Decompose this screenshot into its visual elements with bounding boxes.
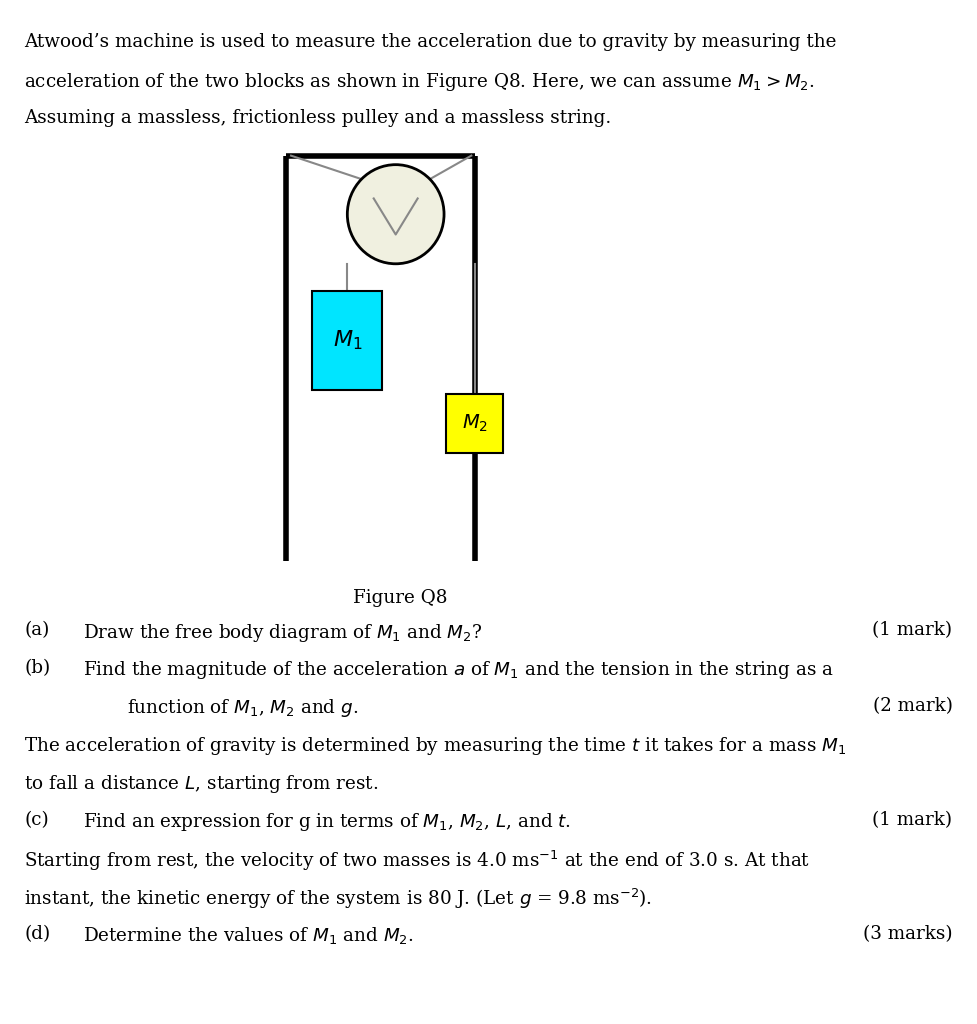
- Text: Assuming a massless, frictionless pulley and a massless string.: Assuming a massless, frictionless pulley…: [24, 109, 612, 127]
- Text: Find an expression for g in terms of $M_1$, $M_2$, $L$, and $t$.: Find an expression for g in terms of $M_…: [83, 811, 571, 833]
- Text: $M_1$: $M_1$: [332, 329, 362, 352]
- Text: (c): (c): [24, 811, 49, 829]
- Text: (a): (a): [24, 622, 50, 640]
- Text: Figure Q8: Figure Q8: [354, 589, 447, 607]
- Text: instant, the kinetic energy of the system is 80 J. (Let $g$ = 9.8 ms$^{-2}$).: instant, the kinetic energy of the syste…: [24, 887, 653, 911]
- Text: (3 marks): (3 marks): [863, 925, 953, 943]
- Text: (1 mark): (1 mark): [872, 622, 953, 640]
- Text: The acceleration of gravity is determined by measuring the time $t$ it takes for: The acceleration of gravity is determine…: [24, 735, 846, 757]
- Text: Starting from rest, the velocity of two masses is 4.0 ms$^{-1}$ at the end of 3.: Starting from rest, the velocity of two …: [24, 849, 811, 873]
- Text: (2 mark): (2 mark): [872, 697, 953, 716]
- Text: Draw the free body diagram of $M_1$ and $M_2$?: Draw the free body diagram of $M_1$ and …: [83, 622, 483, 643]
- Text: Atwood’s machine is used to measure the acceleration due to gravity by measuring: Atwood’s machine is used to measure the …: [24, 33, 837, 51]
- Text: Determine the values of $M_1$ and $M_2$.: Determine the values of $M_1$ and $M_2$.: [83, 925, 414, 946]
- Text: (b): (b): [24, 659, 51, 678]
- Text: to fall a distance $L$, starting from rest.: to fall a distance $L$, starting from re…: [24, 773, 379, 795]
- Text: (1 mark): (1 mark): [872, 811, 953, 829]
- Text: Find the magnitude of the acceleration $a$ of $M_1$ and the tension in the strin: Find the magnitude of the acceleration $…: [83, 659, 833, 681]
- Bar: [446, 394, 503, 453]
- Bar: [312, 291, 382, 390]
- Text: acceleration of the two blocks as shown in Figure Q8. Here, we can assume $M_1 >: acceleration of the two blocks as shown …: [24, 71, 815, 92]
- Text: function of $M_1$, $M_2$ and $g$.: function of $M_1$, $M_2$ and $g$.: [127, 697, 359, 719]
- Circle shape: [348, 165, 445, 264]
- Text: $M_2$: $M_2$: [462, 413, 488, 434]
- Text: (d): (d): [24, 925, 51, 943]
